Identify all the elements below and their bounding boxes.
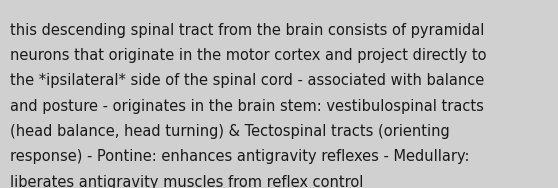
Text: (head balance, head turning) & Tectospinal tracts (orienting: (head balance, head turning) & Tectospin… bbox=[10, 124, 450, 139]
Text: the *ipsilateral* side of the spinal cord - associated with balance: the *ipsilateral* side of the spinal cor… bbox=[10, 73, 484, 88]
Text: and posture - originates in the brain stem: vestibulospinal tracts: and posture - originates in the brain st… bbox=[10, 99, 484, 114]
Text: this descending spinal tract from the brain consists of pyramidal: this descending spinal tract from the br… bbox=[10, 23, 484, 38]
Text: neurons that originate in the motor cortex and project directly to: neurons that originate in the motor cort… bbox=[10, 48, 487, 63]
Text: response) - Pontine: enhances antigravity reflexes - Medullary:: response) - Pontine: enhances antigravit… bbox=[10, 149, 469, 164]
Text: liberates antigravity muscles from reflex control: liberates antigravity muscles from refle… bbox=[10, 175, 363, 188]
